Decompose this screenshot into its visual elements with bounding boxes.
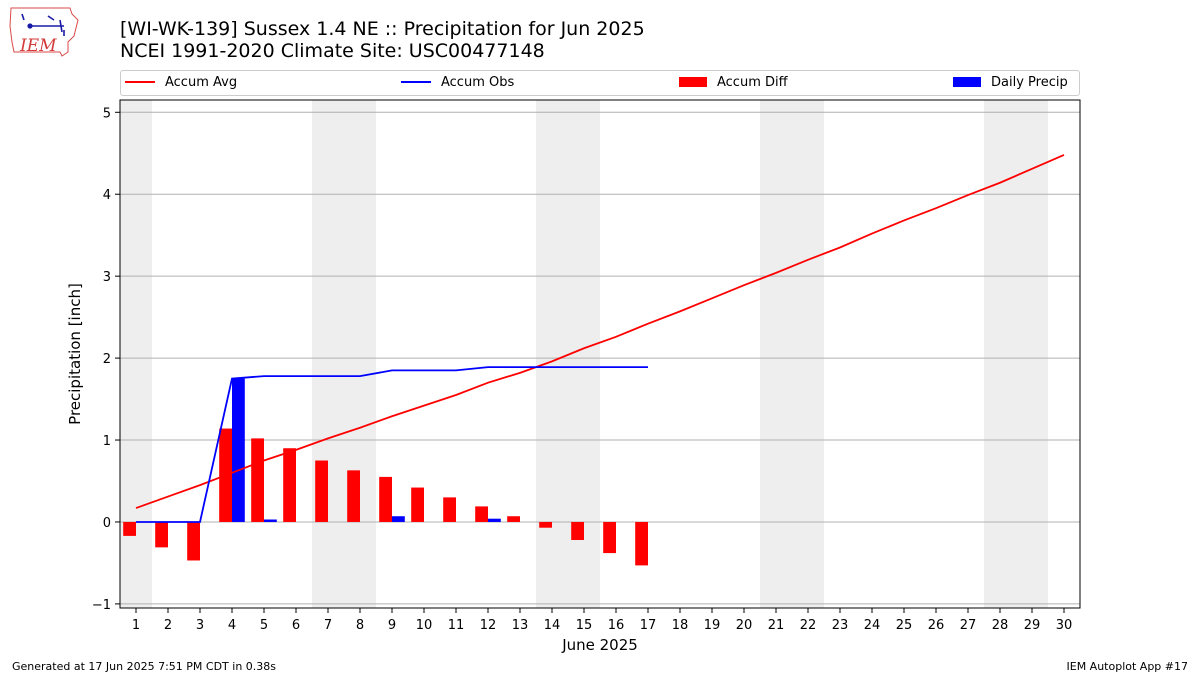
x-tick-label: 11 <box>448 618 465 633</box>
legend-label: Accum Obs <box>441 75 515 90</box>
accum-diff-bar <box>347 470 360 522</box>
y-tick-label: −1 <box>92 598 111 613</box>
x-tick-label: 26 <box>928 618 945 633</box>
daily-precip-bar <box>392 516 405 522</box>
iowa-outline-icon <box>9 7 79 57</box>
x-tick-label: 10 <box>416 618 433 633</box>
legend-swatch-accum-avg <box>125 80 155 83</box>
x-tick-label: 8 <box>356 618 364 633</box>
accum-diff-bar <box>155 521 168 548</box>
legend-entry-accum-diff: Accum Diff <box>679 74 788 92</box>
x-tick-label: 29 <box>1024 618 1041 633</box>
accum-diff-bar <box>315 460 328 522</box>
x-tick-label: 15 <box>576 618 593 633</box>
x-tick-label: 23 <box>832 618 849 633</box>
accum-diff-bar <box>571 521 584 540</box>
x-tick-label: 28 <box>992 618 1009 633</box>
plot-frame <box>119 99 1081 609</box>
legend-label: Accum Avg <box>165 75 238 90</box>
legend-entry-accum-obs: Accum Obs <box>401 74 514 92</box>
y-axis-label: Precipitation [inch] <box>66 283 84 425</box>
x-tick-label: 16 <box>608 618 625 633</box>
accum-diff-bar <box>187 521 200 561</box>
accum-diff-bar <box>603 521 616 554</box>
x-tick-label: 1 <box>132 618 140 633</box>
chart-subtitle: NCEI 1991-2020 Climate Site: USC00477148 <box>120 40 545 62</box>
legend-swatch-accum-obs <box>401 80 431 83</box>
legend-swatch-daily-precip <box>953 76 981 87</box>
accum-diff-bar <box>251 438 264 522</box>
daily-precip-bar <box>232 378 245 522</box>
generated-note: Generated at 17 Jun 2025 7:51 PM CDT in … <box>12 660 277 673</box>
x-tick-label: 9 <box>388 618 396 633</box>
accum-obs-line <box>136 366 648 523</box>
accum-avg-line <box>135 154 1065 509</box>
daily-precip-bar <box>488 518 501 522</box>
x-tick-label: 27 <box>960 618 977 633</box>
x-tick-label: 24 <box>864 618 881 633</box>
accum-diff-bar <box>507 516 520 522</box>
accum-diff-bar <box>539 521 552 528</box>
x-tick-label: 21 <box>768 618 785 633</box>
x-tick-label: 7 <box>324 618 332 633</box>
app-label: IEM Autoplot App #17 <box>1066 660 1189 673</box>
x-tick-label: 3 <box>196 618 204 633</box>
weekend-band <box>312 100 376 608</box>
accum-diff-bar <box>411 487 424 522</box>
x-tick-label: 2 <box>164 618 172 633</box>
x-tick-label: 12 <box>480 618 497 633</box>
chart-legend: Accum Avg Accum Obs Accum Diff Daily Pre… <box>120 70 1080 96</box>
x-tick-label: 6 <box>292 618 300 633</box>
x-tick-label: 20 <box>736 618 753 633</box>
accum-diff-bar <box>443 497 456 522</box>
accum-diff-bar <box>283 448 296 522</box>
daily-precip-bar <box>264 519 277 522</box>
y-tick-label: 0 <box>103 516 111 531</box>
y-tick-label: 3 <box>103 270 111 285</box>
legend-entry-daily-precip: Daily Precip <box>953 74 1068 92</box>
x-tick-label: 5 <box>260 618 268 633</box>
x-tick-label: 18 <box>672 618 689 633</box>
x-tick-label: 13 <box>512 618 529 633</box>
legend-entry-accum-avg: Accum Avg <box>125 74 237 92</box>
y-tick-label: 5 <box>103 106 111 121</box>
x-tick-label: 17 <box>640 618 657 633</box>
y-tick-label: 2 <box>103 352 111 367</box>
legend-label: Daily Precip <box>991 75 1068 90</box>
x-tick-label: 30 <box>1056 618 1073 633</box>
x-tick-label: 4 <box>228 618 236 633</box>
weekend-band <box>760 100 824 608</box>
x-tick-label: 14 <box>544 618 561 633</box>
legend-label: Accum Diff <box>717 75 788 90</box>
y-tick-label: 1 <box>103 434 111 449</box>
y-tick-label: 4 <box>103 188 111 203</box>
legend-swatch-accum-diff <box>679 76 707 87</box>
accum-diff-bar <box>123 521 136 536</box>
x-axis-label: June 2025 <box>561 636 638 654</box>
accum-diff-bar <box>379 476 392 522</box>
iem-logo: IEM <box>9 7 79 57</box>
accum-diff-bar <box>475 506 488 522</box>
chart-title: [WI-WK-139] Sussex 1.4 NE :: Precipitati… <box>120 18 645 40</box>
accum-diff-bar <box>635 521 648 566</box>
x-tick-label: 25 <box>896 618 913 633</box>
x-tick-label: 19 <box>704 618 721 633</box>
weather-symbols-icon <box>21 13 65 36</box>
x-tick-label: 22 <box>800 618 817 633</box>
logo-text: IEM <box>19 36 57 56</box>
